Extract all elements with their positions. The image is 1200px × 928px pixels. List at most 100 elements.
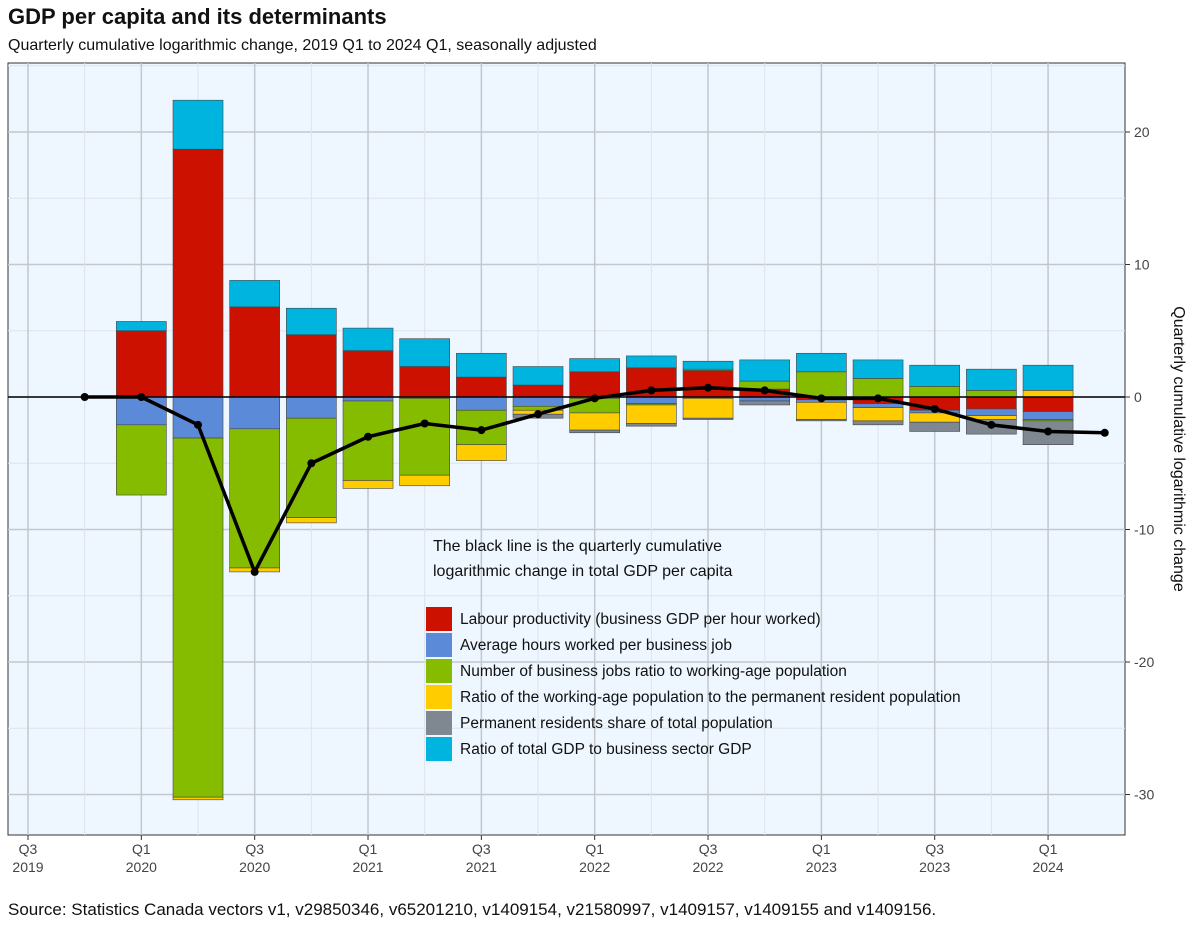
y-axis-title: Quarterly cumulative logarithmic change [1170,306,1187,592]
legend-label: Average hours worked per business job [460,637,732,654]
y-tick-label: -30 [1134,787,1154,803]
legend-swatch [426,633,452,657]
bar-segment [286,307,337,336]
bar-segment [229,306,280,398]
gdp-point [80,393,89,401]
gdp-point [250,567,259,576]
gdp-point [987,420,996,429]
bar-segment [966,396,1017,410]
x-tick-quarter: Q3 [245,841,264,857]
bar-segment [682,417,734,420]
legend-swatch [426,659,452,683]
bar-segment [1022,396,1074,412]
gdp-point [874,394,883,403]
bar-segment [172,148,224,398]
bar-segment [739,359,791,382]
gdp-point [420,419,429,428]
bar-segment [116,424,167,496]
gdp-point [364,432,373,441]
bar-segment [909,421,961,432]
bar-segment [682,398,734,419]
bar-segment [796,419,847,422]
gdp-point [1044,427,1053,436]
bar-segment [229,280,280,308]
bar-segment [456,352,507,378]
bar-segment [796,352,847,373]
bar-segment [569,371,621,398]
bar-segment [342,350,394,398]
bar-segment [342,327,394,351]
legend-swatch [426,711,452,735]
annotation: The black line is the quarterly cumulati… [433,538,733,580]
gdp-point [137,393,146,401]
bar-segment [286,334,337,398]
gdp-point [817,394,826,403]
annotation-line-1: The black line is the quarterly cumulati… [433,538,722,555]
x-tick-quarter: Q3 [19,841,38,857]
legend: Labour productivity (business GDP per ho… [426,607,961,761]
x-tick-quarter: Q1 [1039,841,1058,857]
y-tick-label: 10 [1134,257,1150,273]
x-tick-year: 2020 [126,859,157,875]
gdp-point [1100,428,1109,437]
bar-segment [909,386,961,398]
y-tick-label: 20 [1134,124,1150,140]
x-tick-year: 2022 [692,859,723,875]
bar-segment [512,384,564,398]
gdp-point [307,459,316,468]
legend-label: Ratio of total GDP to business sector GD… [460,741,752,758]
legend-label: Number of business jobs ratio to working… [460,663,847,680]
gdp-point [534,410,543,419]
chart-title: GDP per capita and its determinants [8,4,387,29]
bar-segment [286,417,337,518]
bar-segment [116,321,167,332]
bar-segment [116,330,167,398]
x-tick-year: 2024 [1032,859,1063,875]
x-tick-quarter: Q3 [472,841,491,857]
bar-segment [399,474,450,487]
bar-segment [626,423,677,427]
bar-segment [626,396,677,404]
gdp-point [477,426,486,435]
y-tick-label: -20 [1134,654,1154,670]
bar-segment [286,517,337,524]
bar-segment [852,403,904,408]
bar-segment [569,412,621,431]
bar-segment [852,420,904,426]
x-tick-year: 2021 [466,859,497,875]
legend-label: Permanent residents share of total popul… [460,715,773,732]
bar-segment [626,404,677,424]
bar-segment [116,396,167,426]
bar-segment [1022,411,1074,420]
bar-segment [852,378,904,398]
x-tick-year: 2021 [352,859,383,875]
source-note: Source: Statistics Canada vectors v1, v2… [8,900,937,919]
gdp-point [760,386,769,395]
x-tick-quarter: Q1 [812,841,831,857]
bar-segment [512,396,564,407]
bar-segment [342,480,394,489]
bar-segment [456,396,507,411]
gdp-point [704,383,713,392]
gdp-point [590,394,599,403]
bar-segment [682,360,734,370]
chart: 20 10 0 -10 -20 -30 Q3 2019 Q1 2020 Q3 2020 Q1 2021 Q… [7,62,1187,875]
bar-segment [456,376,507,398]
x-tick-quarter: Q1 [132,841,151,857]
legend-swatch [426,607,452,631]
bar-segment [1022,364,1074,391]
gdp-point [194,420,203,429]
bar-segment [852,407,904,422]
bar-segment [399,338,450,367]
y-tick-label: -10 [1134,522,1154,538]
gdp-point [647,386,656,395]
bar-segment [852,359,904,379]
bar-segment [966,368,1017,391]
legend-swatch [426,737,452,761]
bar-segment [172,796,224,801]
x-tick-quarter: Q3 [699,841,718,857]
chart-subtitle: Quarterly cumulative logarithmic change,… [8,37,597,54]
bar-segment [739,400,791,406]
bar-segment [456,444,507,461]
annotation-line-2: logarithmic change in total GDP per capi… [433,563,733,580]
